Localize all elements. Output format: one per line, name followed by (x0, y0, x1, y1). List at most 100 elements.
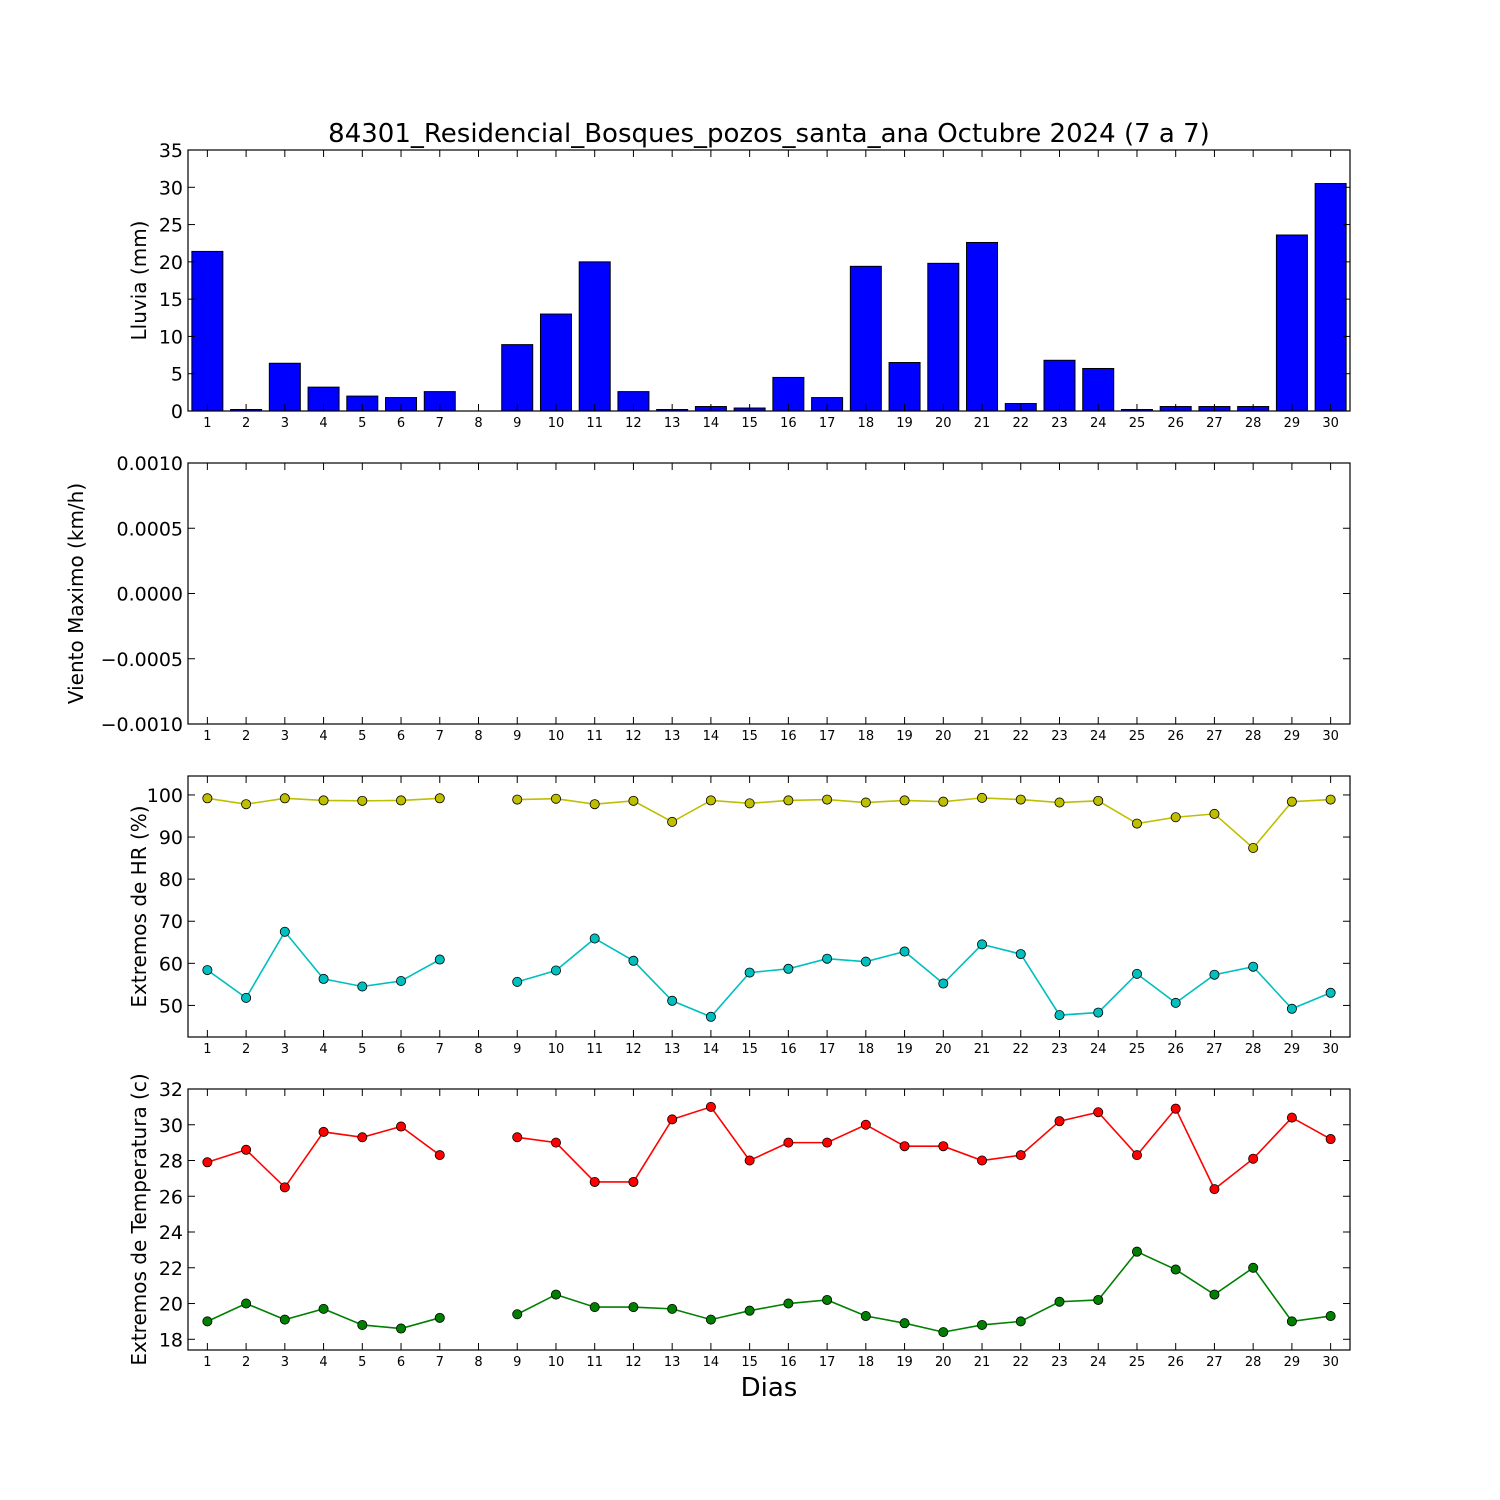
x-tick-label: 24 (1090, 1355, 1107, 1370)
x-tick-label: 13 (664, 416, 681, 431)
data-point-day-24 (1093, 795, 1104, 806)
data-point-day-29 (1286, 1316, 1297, 1327)
x-tick-label: 7 (436, 1355, 444, 1370)
data-point-day-21 (977, 792, 988, 803)
series-line-segment (516, 1250, 1331, 1333)
data-point-day-24 (1093, 1294, 1104, 1305)
x-tick-label: 10 (548, 1355, 565, 1370)
data-point-day-15 (744, 1305, 755, 1316)
y-axis-label: Lluvia (mm) (127, 221, 151, 341)
series-line-segment (517, 797, 1331, 850)
y-tick-label: 20 (159, 1294, 183, 1316)
x-tick-label: 30 (1322, 1355, 1339, 1370)
x-tick-label: 13 (664, 1355, 681, 1370)
x-tick-label: 16 (780, 416, 797, 431)
x-tick-label: 22 (1012, 1355, 1029, 1370)
data-point-day-24 (1093, 1007, 1104, 1018)
x-tick-label: 8 (474, 1042, 482, 1057)
data-point-day-5 (357, 981, 368, 992)
data-point-day-17 (822, 953, 833, 964)
x-tick-label: 8 (474, 729, 482, 744)
data-point-day-11 (589, 1176, 600, 1187)
x-tick-label: 21 (974, 1042, 991, 1057)
data-point-day-23 (1054, 797, 1065, 808)
data-point-day-16 (783, 795, 794, 806)
data-point-day-9 (512, 976, 523, 987)
x-tick-label: 14 (703, 416, 720, 431)
y-tick-label: 5 (171, 364, 183, 386)
y-tick-label: 20 (159, 252, 183, 274)
data-point-day-6 (396, 976, 407, 987)
data-point-day-2 (241, 1144, 252, 1155)
x-tick-label: 17 (819, 416, 836, 431)
bar-day-10 (539, 313, 572, 412)
x-tick-label: 27 (1206, 729, 1223, 744)
x-tick-label: 24 (1090, 729, 1107, 744)
data-point-day-18 (860, 956, 871, 967)
x-tick-label: 1 (203, 729, 211, 744)
data-point-day-12 (628, 1176, 639, 1187)
y-tick-label: 70 (159, 911, 183, 933)
y-tick-label: 30 (159, 1115, 183, 1137)
x-tick-label: 26 (1167, 1042, 1184, 1057)
data-point-day-9 (512, 1309, 523, 1320)
x-tick-label: 23 (1051, 416, 1068, 431)
x-tick-label: 11 (586, 1042, 603, 1057)
x-tick-label: 3 (281, 416, 289, 431)
data-point-day-21 (977, 939, 988, 950)
y-axis-label: Viento Maximo (km/h) (64, 483, 88, 704)
x-tick-label: 3 (281, 729, 289, 744)
x-tick-label: 7 (436, 729, 444, 744)
x-tick-label: 3 (281, 1042, 289, 1057)
y-tick-label: −0.0005 (101, 649, 183, 671)
x-tick-label: 17 (819, 729, 836, 744)
x-tick-label: 8 (474, 416, 482, 431)
data-point-day-14 (705, 1011, 716, 1022)
x-tick-label: 19 (896, 1042, 913, 1057)
x-tick-label: 18 (858, 1042, 875, 1057)
x-tick-label: 2 (242, 416, 250, 431)
data-point-day-19 (899, 1318, 910, 1329)
data-point-day-22 (1015, 949, 1026, 960)
x-tick-label: 23 (1051, 1355, 1068, 1370)
data-point-day-14 (705, 1101, 716, 1112)
data-point-day-20 (938, 978, 949, 989)
x-tick-label: 15 (741, 1042, 758, 1057)
data-point-day-20 (938, 1327, 949, 1338)
x-tick-label: 26 (1167, 1355, 1184, 1370)
x-tick-label: 17 (819, 1042, 836, 1057)
bar-day-3 (268, 362, 301, 412)
data-point-day-26 (1170, 812, 1181, 823)
x-tick-label: 25 (1129, 1042, 1146, 1057)
data-point-day-28 (1248, 842, 1259, 853)
x-tick-label: 2 (242, 1042, 250, 1057)
data-point-day-29 (1286, 1112, 1297, 1123)
x-tick-label: 1 (203, 1042, 211, 1057)
data-point-day-18 (860, 1119, 871, 1130)
data-point-day-26 (1170, 1103, 1181, 1114)
axes-frame (187, 149, 1351, 412)
bar-day-21 (966, 241, 999, 412)
data-point-day-10 (550, 793, 561, 804)
x-tick-label: 18 (858, 416, 875, 431)
x-tick-label: 30 (1322, 416, 1339, 431)
bar-day-23 (1043, 359, 1076, 412)
data-point-day-2 (241, 799, 252, 810)
x-tick-label: 11 (586, 729, 603, 744)
x-tick-label: 18 (858, 1355, 875, 1370)
data-point-day-19 (899, 795, 910, 806)
x-tick-label: 27 (1206, 416, 1223, 431)
x-tick-label: 27 (1206, 1355, 1223, 1370)
y-tick-label: 25 (159, 215, 183, 237)
x-tick-label: 28 (1245, 416, 1262, 431)
data-point-day-3 (279, 793, 290, 804)
x-tick-label: 22 (1012, 729, 1029, 744)
bar-day-30 (1314, 183, 1347, 412)
x-tick-label: 27 (1206, 1042, 1223, 1057)
data-point-day-5 (357, 1319, 368, 1330)
data-point-day-20 (938, 1141, 949, 1152)
data-point-day-18 (860, 797, 871, 808)
data-point-day-25 (1131, 818, 1142, 829)
x-tick-label: 9 (513, 729, 521, 744)
